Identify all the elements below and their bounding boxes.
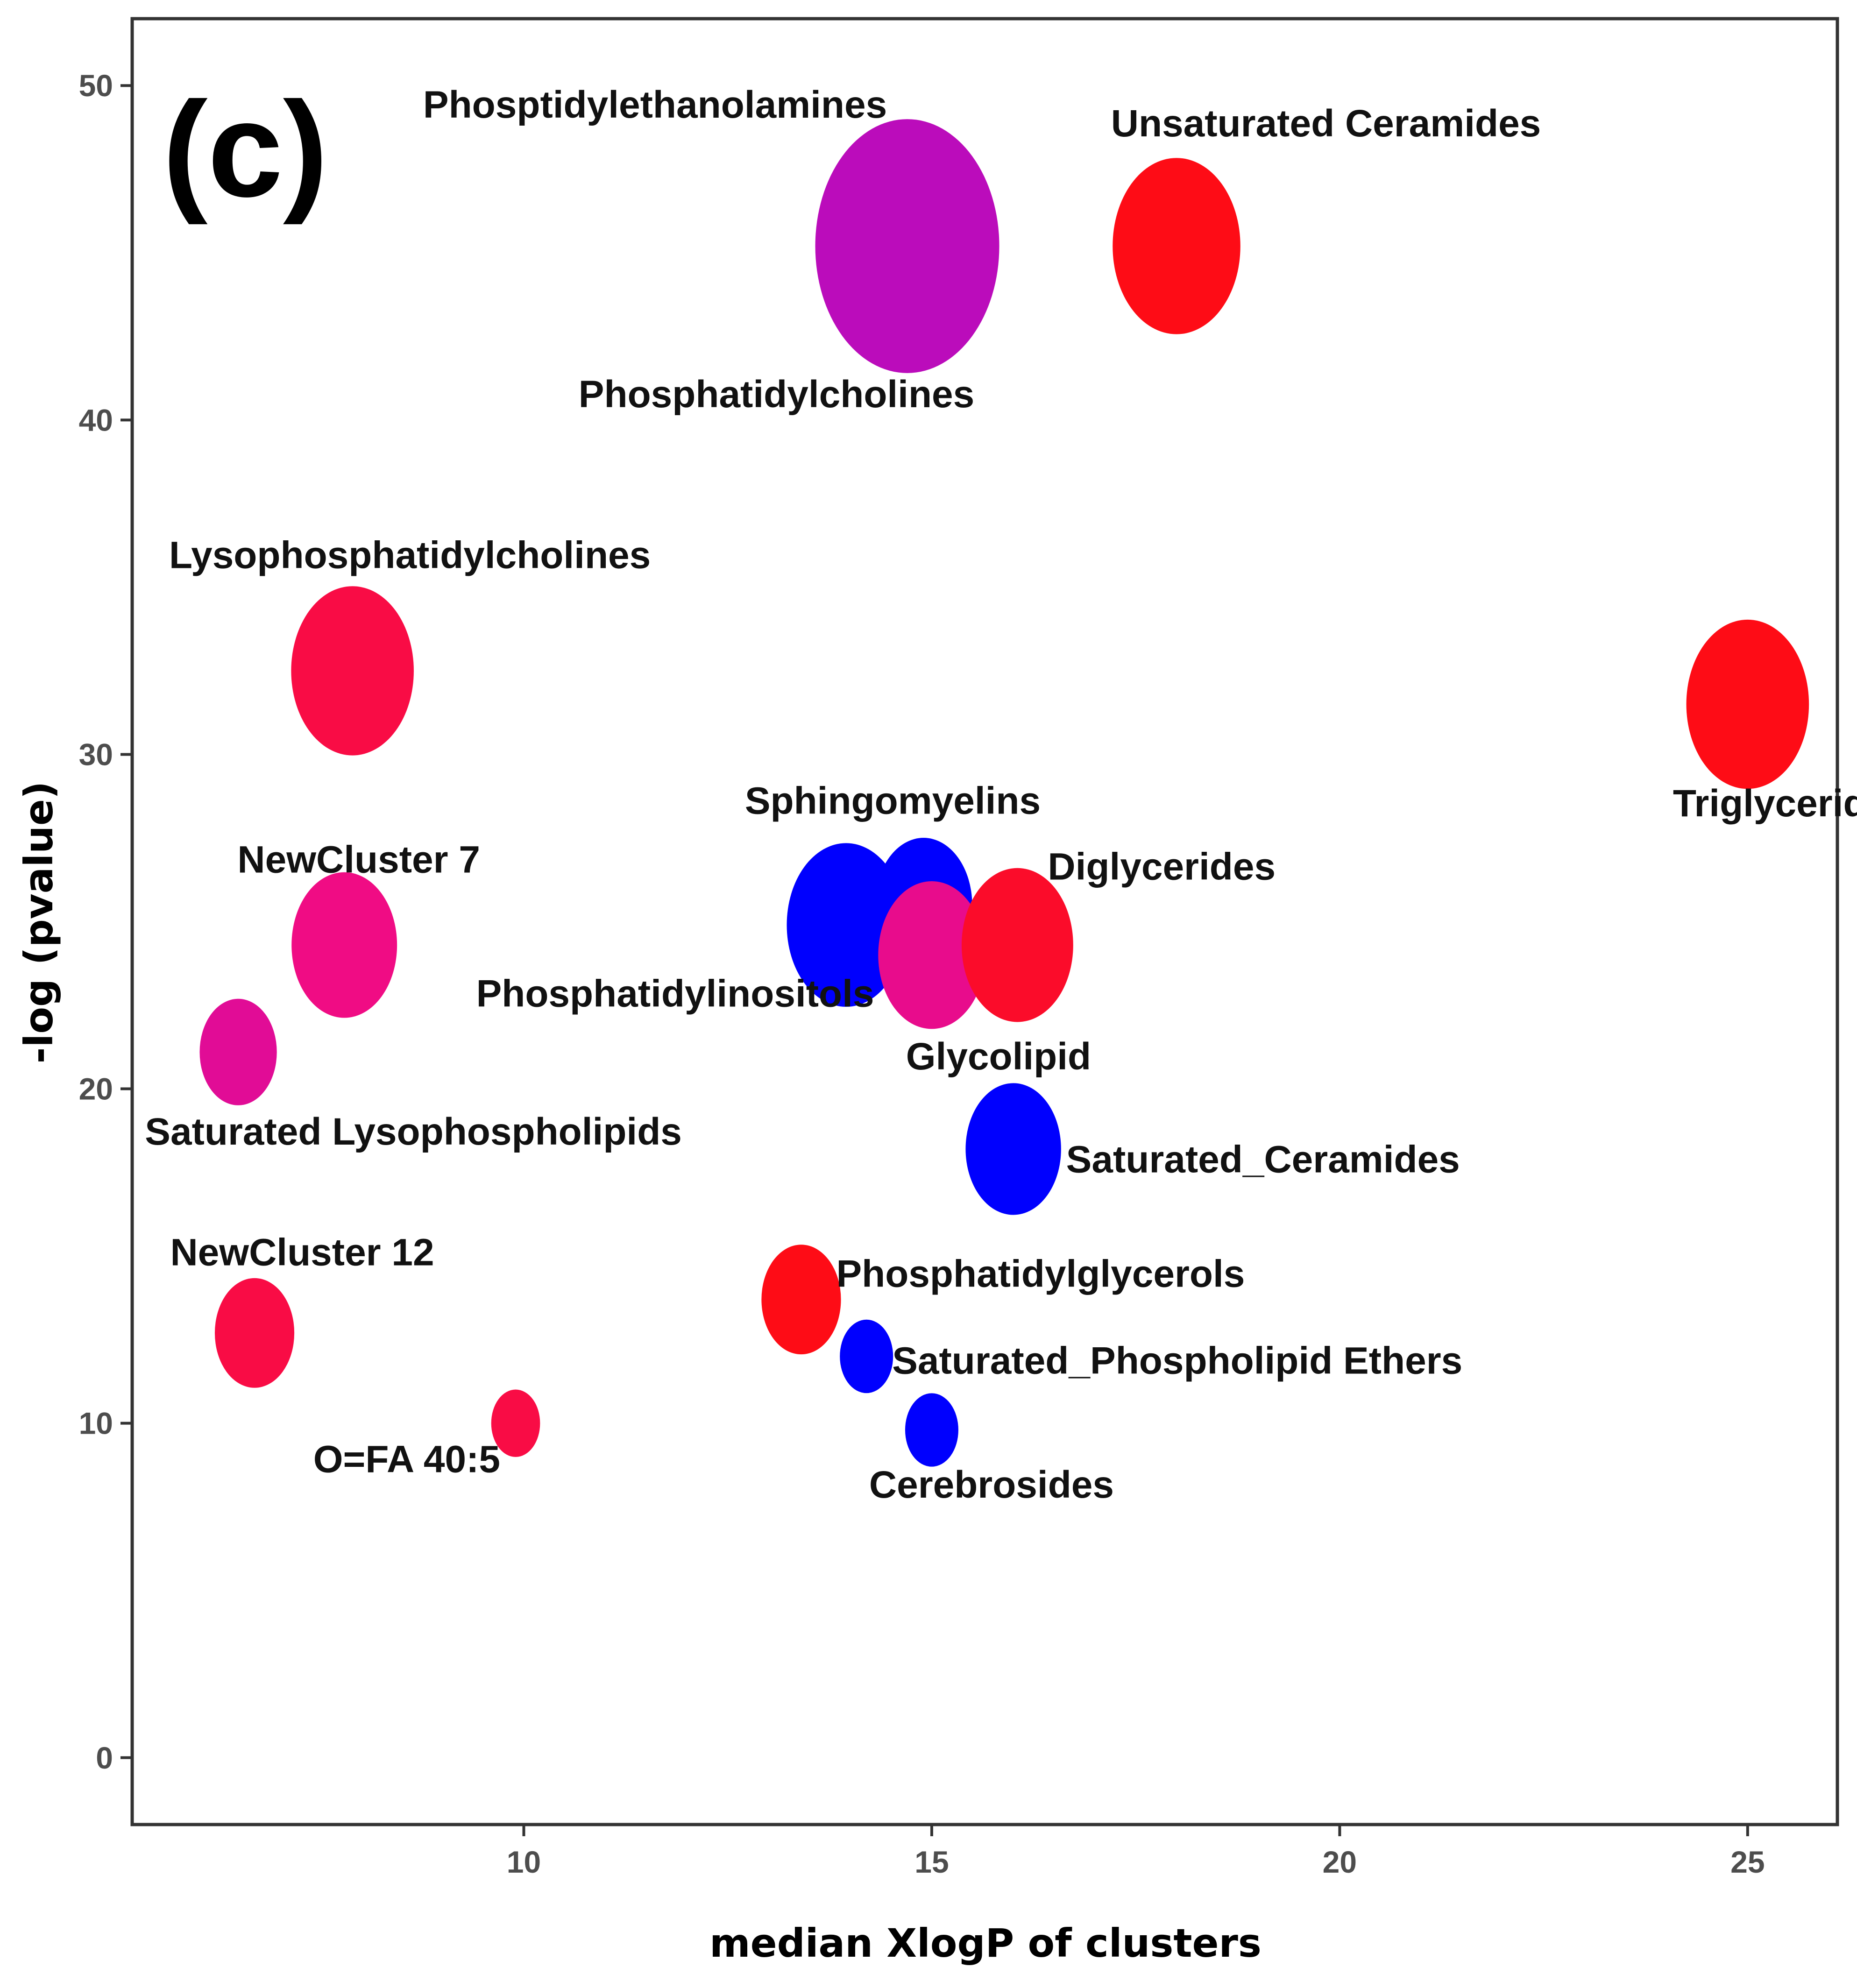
y-tick-label: 0 [96, 1740, 113, 1775]
y-tick-label: 10 [79, 1406, 113, 1441]
bubble-label: Phosptidylethanolamines [423, 84, 887, 126]
bubble-phosptidylethanolamines [815, 119, 999, 373]
bubble-label: Phosphatidylcholines [579, 373, 974, 416]
bubble-saturated-ceramides [965, 1083, 1061, 1215]
bubble-o-fa-40-5 [491, 1389, 540, 1457]
y-axis: 0 10 20 30 40 50 [79, 68, 132, 1775]
bubble-labels: Phosptidylethanolamines Phosphatidylcholi… [145, 84, 1857, 1506]
x-tick-label: 25 [1730, 1845, 1765, 1879]
y-tick-label: 40 [79, 403, 113, 437]
bubble-layer [199, 119, 1809, 1467]
bubble-label: Saturated_Ceramides [1066, 1138, 1460, 1181]
bubble-newcluster-7 [291, 872, 397, 1018]
bubble-label: Phosphatidylinositols [476, 973, 874, 1015]
bubble-label: Unsaturated Ceramides [1111, 102, 1541, 145]
bubble-unsaturated-ceramides [1113, 158, 1240, 334]
y-axis-title: -log (pvalue) [16, 781, 62, 1064]
x-axis: 10 15 20 25 [507, 1825, 1765, 1879]
bubble-label: Glycolipid [906, 1035, 1091, 1078]
bubble-label: Lysophosphatidylcholines [169, 534, 651, 576]
x-axis-title: median XlogP of clusters [709, 1920, 1262, 1966]
panel-label: (c) [163, 74, 328, 226]
bubble-cerebrosides [905, 1393, 958, 1467]
bubble-label: NewCluster 7 [237, 839, 480, 881]
bubble-saturated-phospholipid-ethers [840, 1319, 893, 1394]
x-tick-label: 15 [914, 1845, 949, 1879]
bubble-label: NewCluster 12 [170, 1231, 434, 1273]
bubble-label: Saturated Lysophospholipids [145, 1111, 682, 1153]
bubble-triglycerides [1686, 619, 1809, 789]
bubble-newcluster-12 [214, 1278, 295, 1388]
y-tick-label: 20 [79, 1072, 113, 1106]
plot-panel-border [130, 17, 1839, 1826]
bubble-label: O=FA 40:5 [313, 1438, 500, 1481]
bubble-phosphatidylglycerols [761, 1245, 841, 1355]
y-tick-label: 30 [79, 737, 113, 771]
bubble-diglycerides [961, 868, 1073, 1022]
bubble-label: Diglycerides [1048, 846, 1276, 888]
bubble-glycolipid [878, 881, 985, 1029]
bubble-phosphatidylinositols [787, 843, 906, 1007]
bubble-saturated-lysophospholipids [199, 998, 277, 1105]
x-tick-label: 10 [507, 1845, 541, 1879]
bubble-label: Phosphatidylglycerols [836, 1253, 1245, 1295]
bubble-lysophosphatidylcholines [291, 586, 414, 756]
y-tick-label: 50 [79, 68, 113, 103]
bubble-label: Saturated_Phospholipid Ethers [892, 1339, 1462, 1382]
x-tick-label: 20 [1323, 1845, 1357, 1879]
bubble-label: Triglycerides [1673, 782, 1857, 825]
bubble-label: Cerebrosides [869, 1464, 1114, 1506]
bubble-label: Sphingomyelins [745, 780, 1041, 822]
